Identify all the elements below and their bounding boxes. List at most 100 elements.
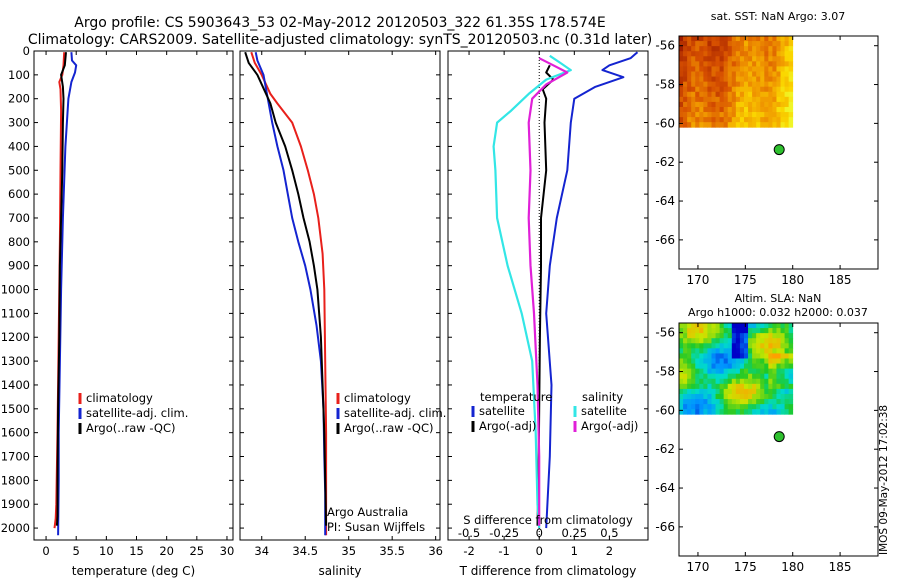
y-tick-label: 1800 [1, 473, 30, 487]
field-cell [703, 61, 708, 67]
plot-frame [33, 50, 234, 541]
field-cell [752, 91, 757, 98]
field-cell [727, 96, 733, 103]
field-cell [691, 373, 696, 380]
field-cell [691, 399, 696, 405]
field-cell [699, 51, 704, 57]
field-cell [683, 81, 688, 88]
field-cell [731, 106, 737, 113]
field-cell [739, 106, 745, 113]
field-cell [719, 96, 725, 103]
field-cell [679, 393, 684, 400]
field-cell [743, 323, 749, 329]
field-cell [707, 323, 712, 329]
field-cell [752, 86, 757, 93]
field-cell [731, 333, 737, 339]
field-cell [711, 51, 716, 57]
field-cell [707, 81, 712, 88]
field-cell [735, 51, 741, 57]
field-cell [776, 368, 781, 375]
field-cell [727, 46, 733, 52]
field-cell [727, 353, 733, 359]
field-cell [723, 122, 729, 128]
field-cell [784, 46, 790, 52]
field-cell [691, 404, 696, 410]
field-cell [687, 91, 692, 98]
x-tick-label: 185 [829, 273, 852, 287]
field-cell [699, 348, 704, 354]
field-cell [748, 46, 753, 52]
field-cell [723, 393, 729, 400]
field-cell [776, 61, 781, 67]
field-cell [772, 368, 777, 375]
field-cell [691, 323, 696, 329]
field-cell [679, 66, 684, 72]
field-cell [756, 46, 761, 52]
float-position-marker [773, 144, 785, 156]
field-cell [679, 373, 684, 380]
field-cell [727, 36, 733, 42]
field-cell [768, 101, 773, 108]
field-cell [723, 91, 729, 98]
field-cell [707, 399, 712, 405]
field-cell [703, 101, 708, 108]
field-cell [776, 101, 781, 108]
field-cell [699, 56, 704, 62]
field-cell [715, 66, 721, 72]
field-cell [752, 66, 757, 72]
field-cell [735, 91, 741, 98]
field-cell [707, 117, 712, 123]
field-cell [727, 41, 733, 47]
field-cell [687, 81, 692, 88]
field-cell [679, 338, 684, 344]
plot-frame [447, 50, 649, 541]
timestamp-stamp: IMOS 09-May-2012 17:02:38 [878, 405, 890, 555]
field-cell [679, 76, 684, 83]
field-cell [695, 71, 700, 77]
field-cell [756, 51, 761, 57]
field-cell [707, 404, 712, 410]
field-cell [788, 323, 794, 329]
field-cell [723, 117, 729, 123]
field-cell [683, 86, 688, 93]
field-cell [687, 338, 692, 344]
field-cell [695, 363, 700, 370]
field-cell [699, 61, 704, 67]
field-cell [687, 404, 692, 410]
y-tick-label: 600 [8, 187, 30, 201]
field-cell [735, 112, 741, 118]
title-line-2: Climatology: CARS2009. Satellite-adjuste… [28, 32, 652, 48]
field-cell [707, 101, 712, 108]
field-cell [748, 323, 753, 329]
field-cell [707, 348, 712, 354]
field-cell [735, 76, 741, 83]
field-cell [752, 333, 757, 339]
field-cell [715, 76, 721, 83]
field-cell [743, 56, 749, 62]
field-cell [756, 112, 761, 118]
x-axis-label: temperature (deg C) [72, 564, 195, 578]
field-cell [715, 91, 721, 98]
field-cell [699, 41, 704, 47]
field-cell [784, 388, 790, 395]
series-line-t_sat [545, 51, 639, 529]
field-cell [756, 388, 761, 395]
field-cell [743, 96, 749, 103]
field-cell [719, 106, 725, 113]
y-tick-label: -64 [655, 481, 675, 495]
field-cell [723, 338, 729, 344]
field-cell [723, 106, 729, 113]
field-cell [731, 41, 737, 47]
field-cell [707, 122, 712, 128]
field-cell [780, 76, 785, 83]
field-cell [768, 393, 773, 400]
field-cell [731, 409, 737, 415]
field-cell [687, 61, 692, 67]
field-cell [687, 358, 692, 364]
field-cell [748, 409, 753, 415]
field-cell [780, 86, 785, 93]
field-cell [707, 353, 712, 359]
field-cell [715, 106, 721, 113]
field-cell [788, 378, 794, 385]
field-cell [760, 363, 765, 370]
